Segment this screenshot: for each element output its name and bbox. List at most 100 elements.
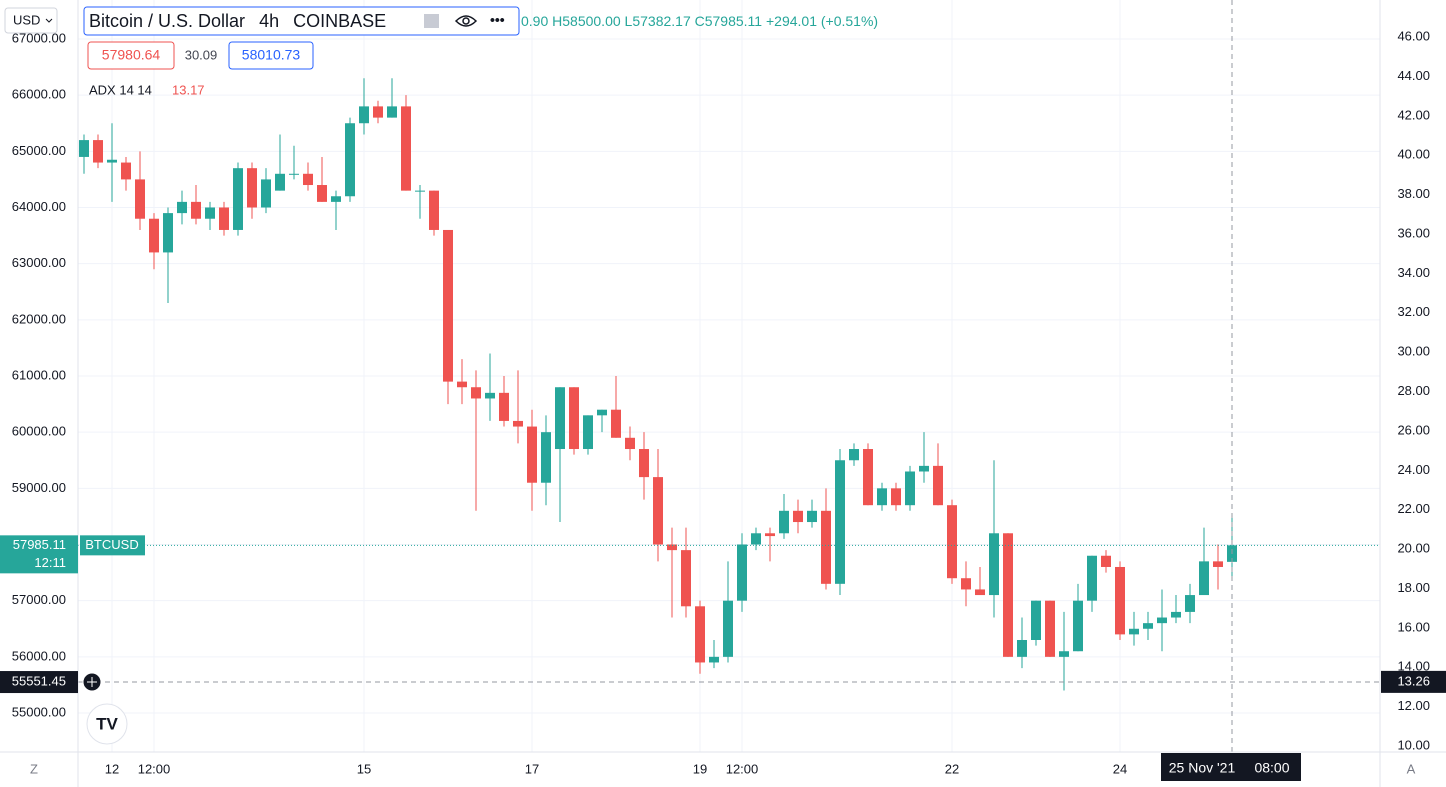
y-tick-label: 60000.00 <box>12 424 66 439</box>
ohlc-change: +294.01 (+0.51%) <box>766 13 878 29</box>
currency-button[interactable] <box>4 7 58 34</box>
candle-body <box>485 392 495 399</box>
more-icon[interactable]: ••• <box>490 12 505 28</box>
add-icon <box>87 677 97 688</box>
symbol-box[interactable] <box>83 6 520 36</box>
candle-body <box>667 544 677 551</box>
ask[interactable]: 58010.73 <box>242 47 301 63</box>
candle-body <box>107 159 117 163</box>
candle-body <box>793 510 803 523</box>
y2-tick-label: 12.00 <box>1397 698 1430 713</box>
candle-body <box>121 162 131 180</box>
candle-body <box>331 196 341 202</box>
candle-body <box>1199 561 1209 596</box>
candle-body <box>359 106 369 124</box>
candle-body <box>401 106 411 191</box>
last-price-label: 57985.11 <box>13 537 66 552</box>
x-tick-label: 17 <box>525 761 539 776</box>
y2-tick-label: 28.00 <box>1397 383 1430 398</box>
candle-body <box>583 415 593 450</box>
overlay: USD Bitcoin / U.S. Dollar 4h COINBASE ••… <box>4 6 1416 776</box>
candle-body <box>961 578 971 590</box>
candle-body <box>93 140 103 163</box>
y2-tick-label: 20.00 <box>1397 541 1430 556</box>
zoom-button[interactable]: Z <box>30 761 38 776</box>
y2-tick-label: 14.00 <box>1397 659 1430 674</box>
candle-body <box>1129 628 1139 635</box>
candle-body <box>233 168 243 230</box>
candle-body <box>289 173 299 175</box>
y2-tick-label: 30.00 <box>1397 344 1430 359</box>
y-tick-label: 59000.00 <box>12 480 66 495</box>
y-tick-label: 55000.00 <box>12 704 66 719</box>
y2-tick-label: 26.00 <box>1397 422 1430 437</box>
ticker: BTCUSD <box>85 537 138 552</box>
candle-body <box>79 140 89 157</box>
indicator-name: ADX 14 14 <box>89 82 152 97</box>
currency[interactable]: USD <box>13 12 40 27</box>
y2-tick-label: 32.00 <box>1397 304 1430 319</box>
axes: 67000.00 66000.00 65000.00 64000.00 63000.00… <box>0 28 1446 781</box>
candle-body <box>387 106 397 118</box>
candle-body <box>247 168 257 208</box>
candle-body <box>989 533 999 596</box>
candle-body <box>1045 600 1055 657</box>
plot-area <box>78 0 1380 752</box>
candle-body <box>723 600 733 657</box>
candle-body <box>779 510 789 534</box>
symbol[interactable]: Bitcoin / U.S. Dollar <box>89 11 245 31</box>
candle-body <box>303 173 313 186</box>
ohlc-high: H58500.00 <box>552 13 621 29</box>
flag-icon[interactable] <box>424 14 439 28</box>
x-tick-label: 12:00 <box>726 761 759 776</box>
candle-body <box>863 449 873 506</box>
candle-body <box>681 550 691 607</box>
y2-tick-label: 46.00 <box>1397 28 1430 43</box>
candle-body <box>457 381 467 388</box>
candle-body <box>471 387 481 399</box>
candle-body <box>611 409 621 438</box>
bid-box[interactable] <box>87 41 175 70</box>
eye-icon[interactable] <box>454 15 478 27</box>
candle-body <box>191 201 201 219</box>
candle-body <box>1087 555 1097 601</box>
y-tick-label: 63000.00 <box>12 255 66 270</box>
bid[interactable]: 57980.64 <box>102 47 161 63</box>
ohlc-header: 0.90 H58500.00 L57382.17 C57985.11 +294.… <box>521 13 878 29</box>
y2-tick-label: 40.00 <box>1397 147 1430 162</box>
candle-body <box>597 409 607 416</box>
y-tick-label: 61000.00 <box>12 367 66 382</box>
candle-body <box>807 510 817 523</box>
y2-tick-label: 38.00 <box>1397 186 1430 201</box>
grid <box>78 0 1380 752</box>
x-tick-label: 12 <box>105 761 119 776</box>
candle-body <box>1143 623 1153 629</box>
candle-body <box>1101 555 1111 567</box>
dropdown-icon <box>45 18 53 23</box>
ohlc-open: 0.90 <box>521 13 548 29</box>
candle-body <box>737 544 747 601</box>
candle-body <box>639 449 649 478</box>
candle-body <box>261 179 271 208</box>
y2-tick-label: 36.00 <box>1397 225 1430 240</box>
candle-body <box>835 460 845 584</box>
y2-tick-label: 24.00 <box>1397 462 1430 477</box>
candle-body <box>1213 561 1223 567</box>
interval: 4h <box>259 11 279 31</box>
crosshair-date: 25 Nov '21 <box>1169 760 1236 776</box>
auto-button[interactable]: A <box>1407 761 1416 776</box>
candle-body <box>653 477 663 545</box>
y2-tick-label: 42.00 <box>1397 107 1430 122</box>
candle-body <box>275 173 285 191</box>
candle-body <box>1157 617 1167 624</box>
y2-tick-label: 44.00 <box>1397 68 1430 83</box>
y-tick-label: 66000.00 <box>12 87 66 102</box>
ask-box[interactable] <box>228 41 314 70</box>
candle-body <box>1059 651 1069 657</box>
candle-body <box>373 106 383 118</box>
logo[interactable] <box>86 703 128 745</box>
candle-body <box>975 589 985 596</box>
spread: 30.09 <box>185 47 218 62</box>
indicator-value: 13.17 <box>172 82 205 97</box>
y-tick-label: 65000.00 <box>12 143 66 158</box>
